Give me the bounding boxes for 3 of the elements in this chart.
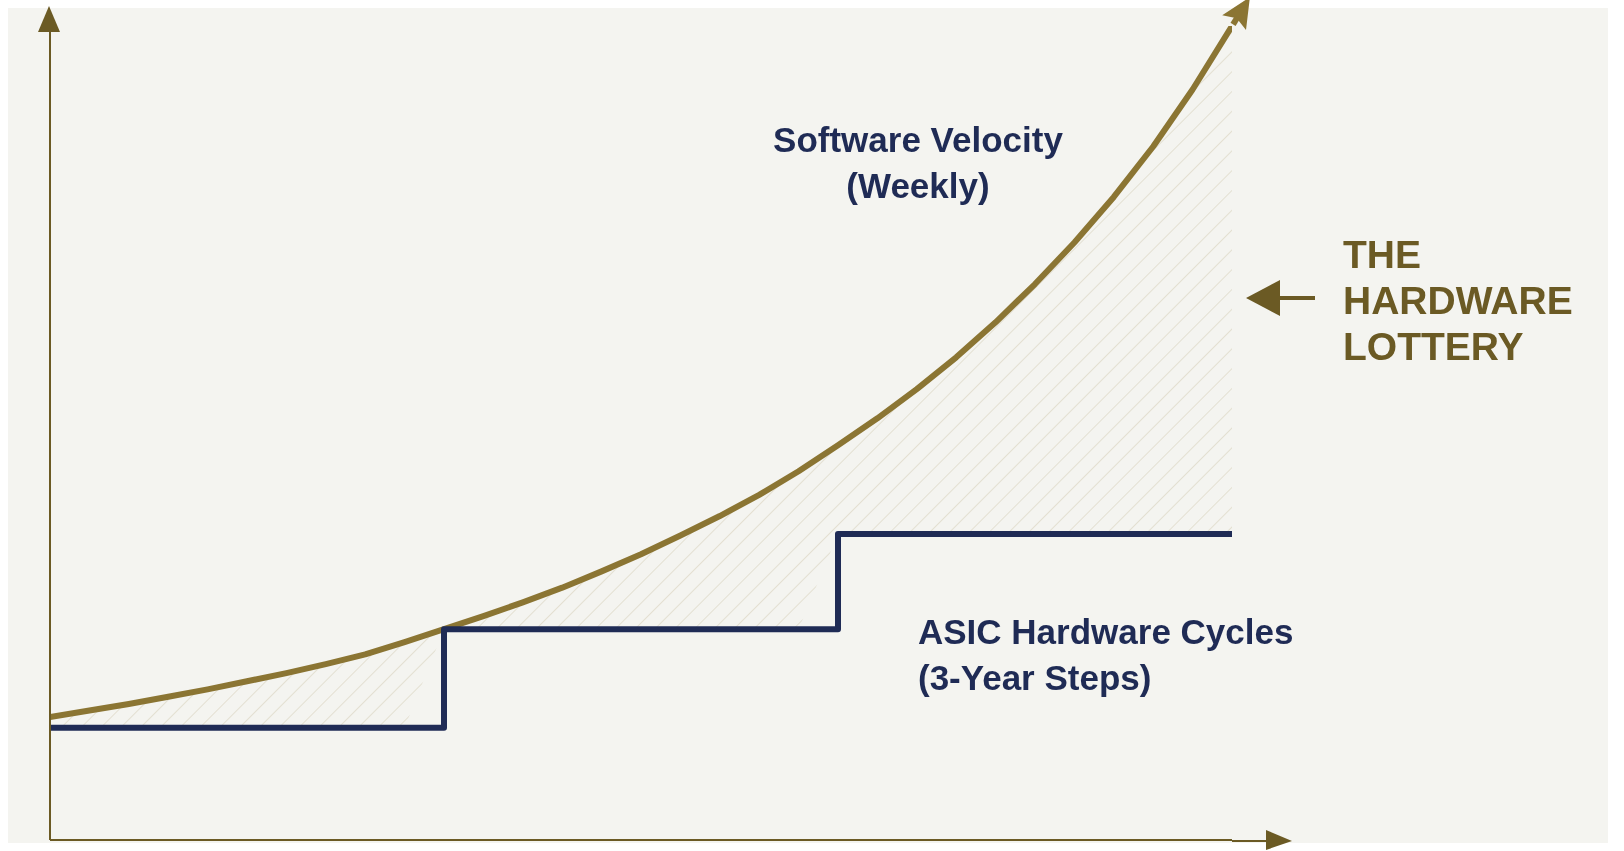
text: THE HARDWARE LOTTERY	[1343, 232, 1574, 370]
text: ASIC Hardware Cycles (3-Year Steps)	[918, 611, 1295, 699]
series-label: Software Velocity (Weekly)	[772, 119, 1064, 207]
